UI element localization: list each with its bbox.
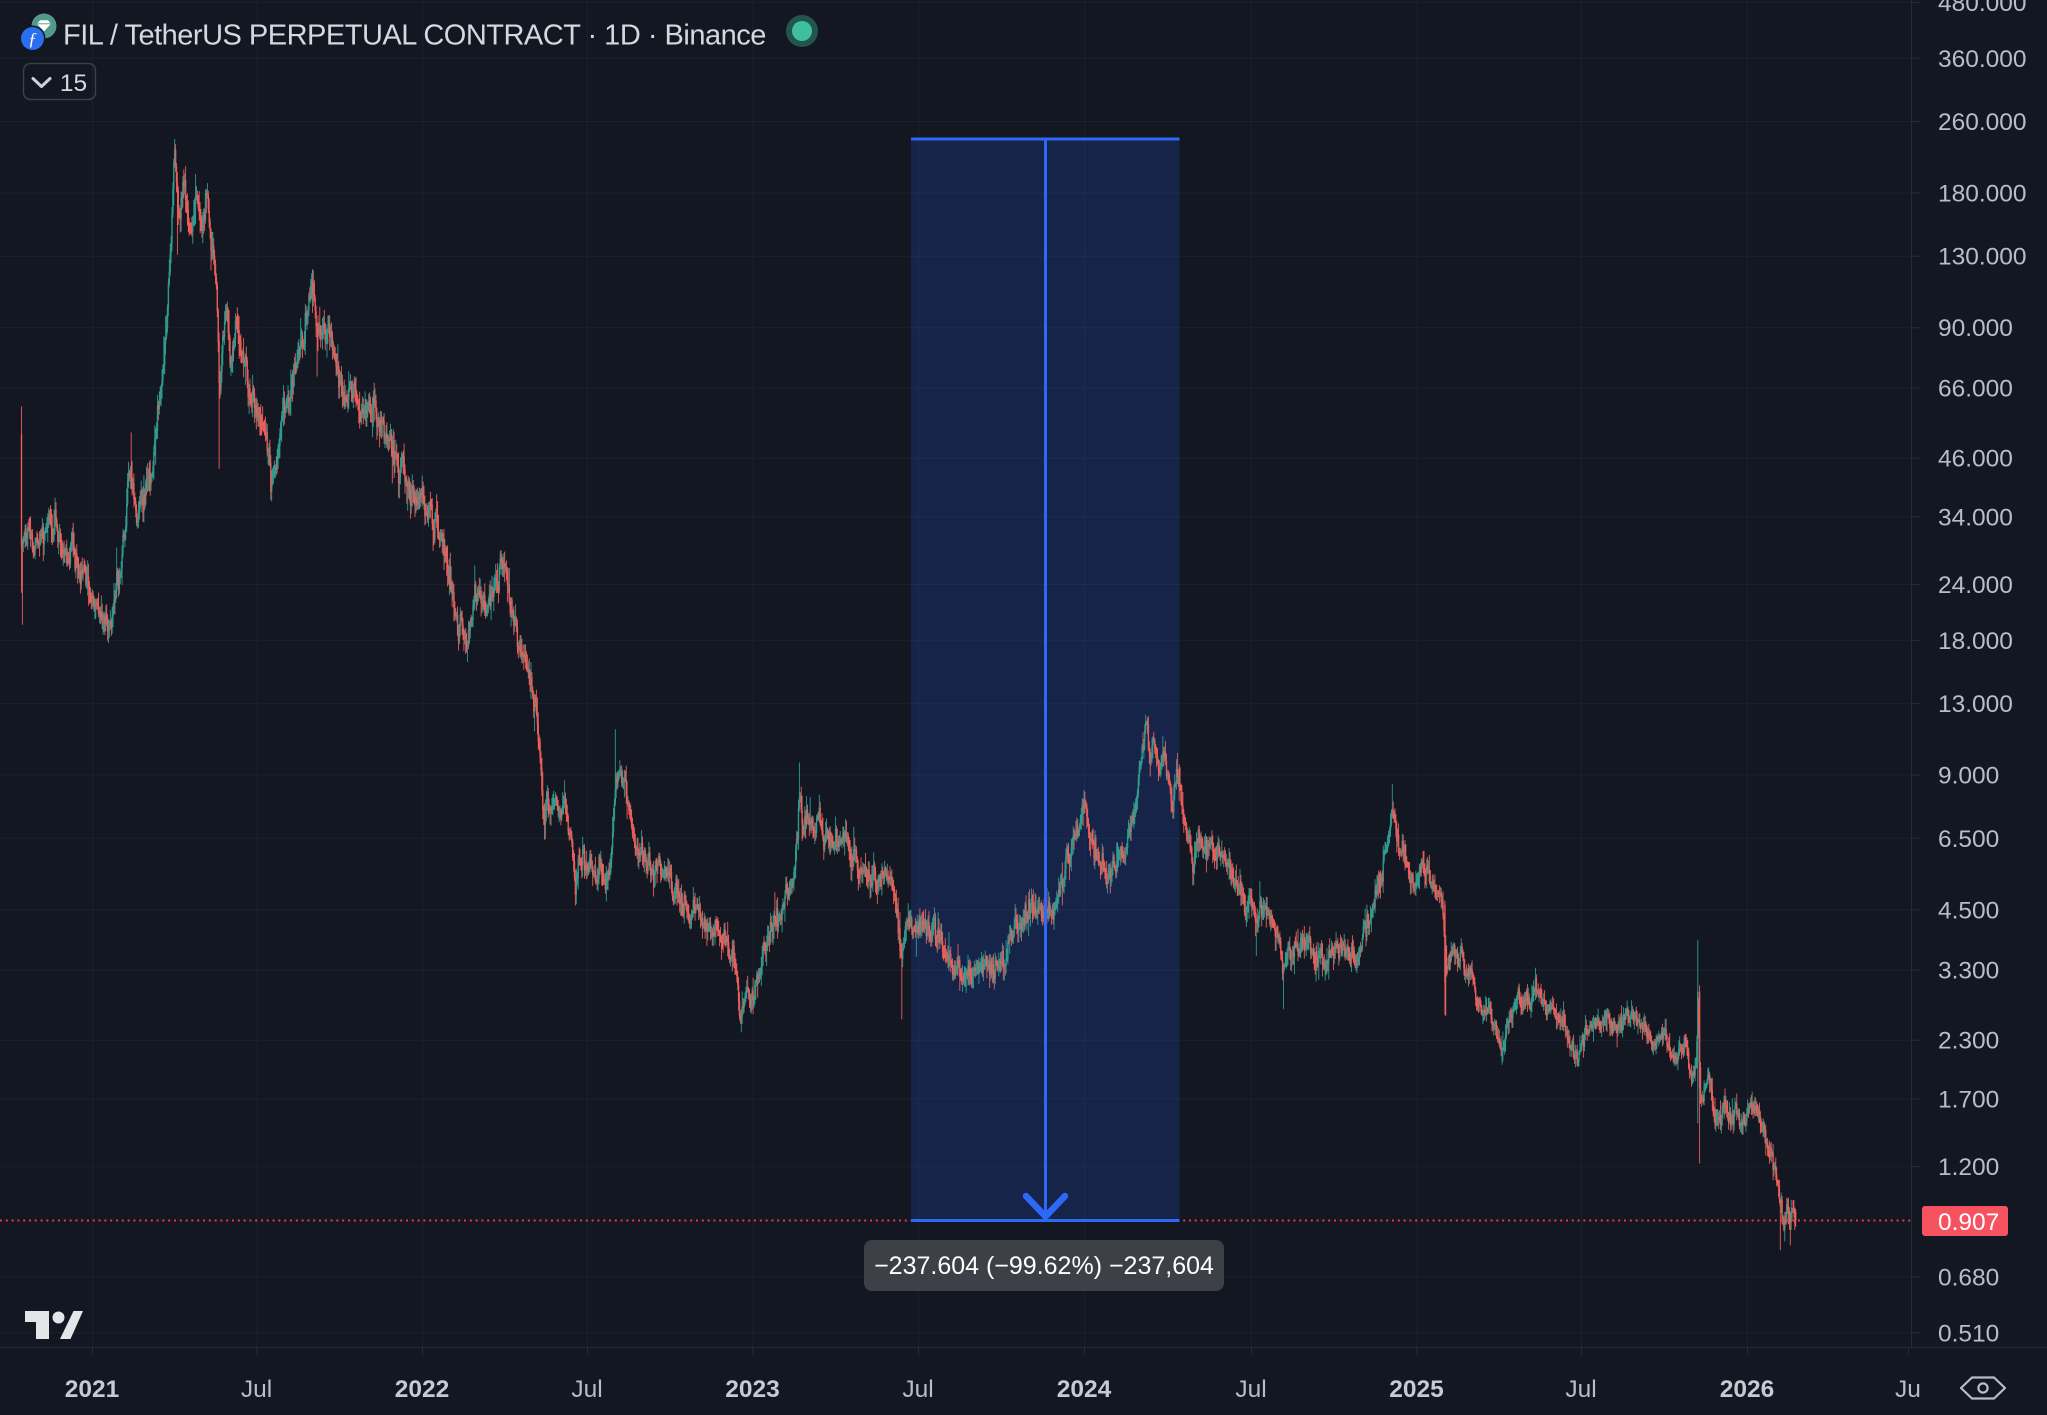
svg-text:Jul: Jul <box>241 1376 272 1403</box>
svg-text:0.510: 0.510 <box>1938 1320 1999 1347</box>
svg-text:360.000: 360.000 <box>1938 46 2027 73</box>
svg-text:6.500: 6.500 <box>1938 826 1999 853</box>
svg-text:2022: 2022 <box>395 1376 450 1403</box>
svg-text:2.300: 2.300 <box>1938 1028 1999 1055</box>
svg-text:46.000: 46.000 <box>1938 446 2013 473</box>
svg-text:480.000: 480.000 <box>1938 0 2027 17</box>
svg-text:Jul: Jul <box>1235 1376 1266 1403</box>
svg-text:ƒ: ƒ <box>28 29 37 49</box>
svg-text:0.680: 0.680 <box>1938 1264 1999 1291</box>
svg-text:0.907: 0.907 <box>1938 1209 1999 1236</box>
svg-text:Jul: Jul <box>1565 1376 1596 1403</box>
svg-text:Ju: Ju <box>1895 1376 1921 1403</box>
svg-text:4.500: 4.500 <box>1938 897 1999 924</box>
svg-text:−237.604 (−99.62%) −237,604: −237.604 (−99.62%) −237,604 <box>874 1252 1214 1280</box>
svg-text:18.000: 18.000 <box>1938 628 2013 655</box>
svg-text:3.300: 3.300 <box>1938 958 1999 985</box>
svg-text:130.000: 130.000 <box>1938 244 2027 271</box>
svg-text:2026: 2026 <box>1720 1376 1775 1403</box>
svg-text:1.700: 1.700 <box>1938 1086 1999 1113</box>
svg-text:260.000: 260.000 <box>1938 109 2027 136</box>
svg-text:1.200: 1.200 <box>1938 1154 1999 1181</box>
svg-text:2023: 2023 <box>725 1376 780 1403</box>
svg-text:2025: 2025 <box>1389 1376 1444 1403</box>
svg-text:FIL / TetherUS PERPETUAL CONTR: FIL / TetherUS PERPETUAL CONTRACT · 1D ·… <box>63 20 766 52</box>
svg-text:13.000: 13.000 <box>1938 691 2013 718</box>
svg-text:180.000: 180.000 <box>1938 181 2027 208</box>
svg-text:2021: 2021 <box>65 1376 120 1403</box>
svg-text:66.000: 66.000 <box>1938 375 2013 402</box>
svg-text:Jul: Jul <box>902 1376 933 1403</box>
svg-text:90.000: 90.000 <box>1938 315 2013 342</box>
svg-text:15: 15 <box>60 70 87 97</box>
svg-text:34.000: 34.000 <box>1938 504 2013 531</box>
svg-text:24.000: 24.000 <box>1938 572 2013 599</box>
svg-text:Jul: Jul <box>571 1376 602 1403</box>
svg-text:2024: 2024 <box>1057 1376 1112 1403</box>
svg-text:9.000: 9.000 <box>1938 763 1999 790</box>
